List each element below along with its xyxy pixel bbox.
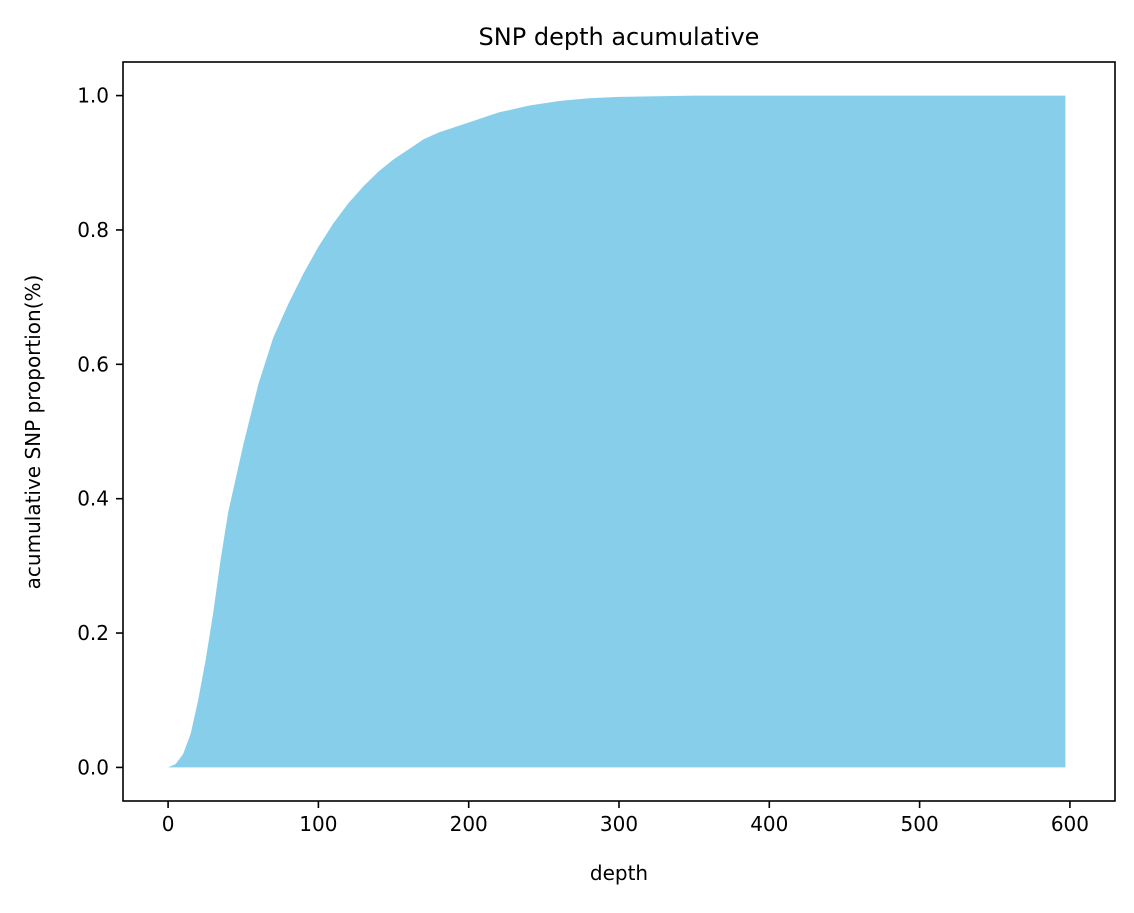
y-axis-label: acumulative SNP proportion(%) (21, 275, 45, 590)
x-tick-label: 100 (299, 812, 337, 836)
y-axis: 0.0 0.2 0.4 0.6 0.8 1.0 (77, 84, 123, 779)
y-tick-label: 0.0 (77, 755, 109, 779)
x-tick-label: 200 (450, 812, 488, 836)
x-tick-label: 0 (162, 812, 175, 836)
x-axis: 0 100 200 300 400 500 600 (162, 801, 1089, 836)
y-tick-label: 0.8 (77, 218, 109, 242)
x-tick-label: 600 (1051, 812, 1089, 836)
axes-frame (122, 61, 1116, 802)
chart-title: SNP depth acumulative (479, 23, 760, 51)
y-tick-label: 1.0 (77, 84, 109, 108)
x-axis-label: depth (590, 861, 648, 885)
x-tick-label: 300 (600, 812, 638, 836)
plot-area (168, 95, 1066, 768)
x-tick-label: 500 (901, 812, 939, 836)
y-tick-label: 0.6 (77, 352, 109, 376)
y-tick-label: 0.2 (77, 621, 109, 645)
area-series-fill (168, 95, 1066, 768)
x-tick-label: 400 (750, 812, 788, 836)
y-tick-label: 0.4 (77, 487, 109, 511)
